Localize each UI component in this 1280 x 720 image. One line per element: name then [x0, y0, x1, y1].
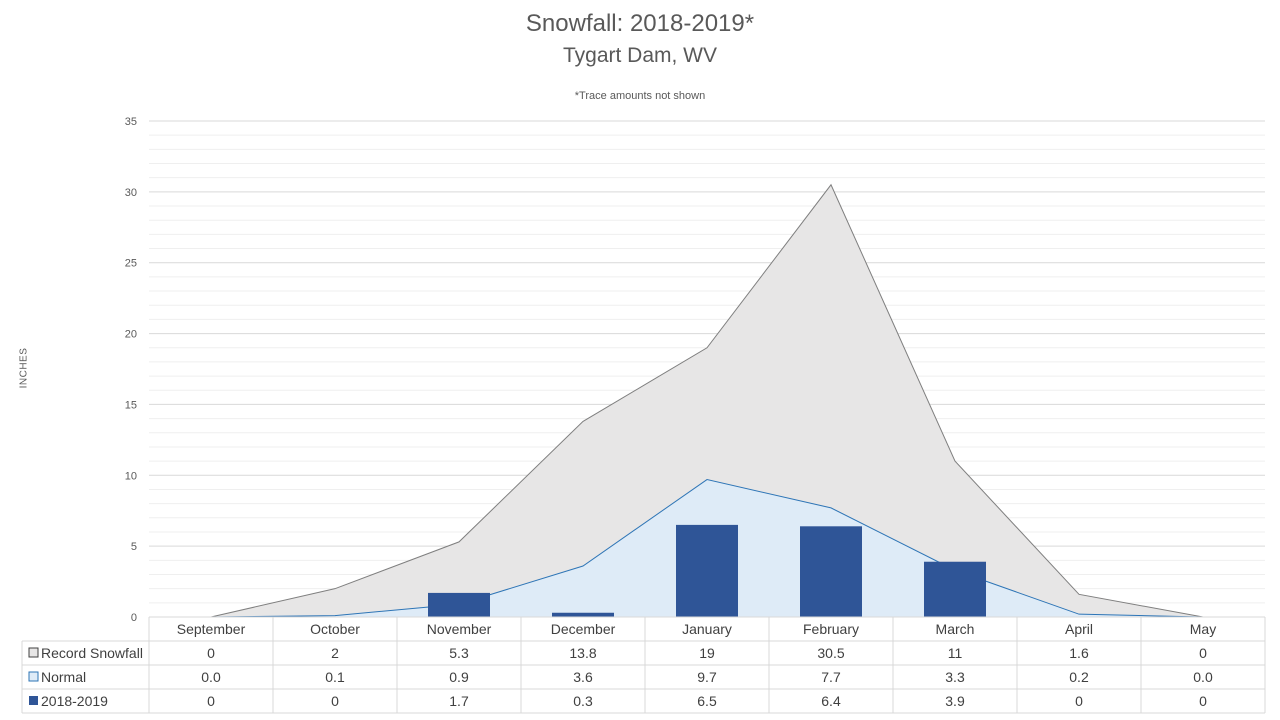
y-tick-label: 30 [125, 187, 137, 199]
table-cell: 0 [1199, 693, 1207, 709]
legend-key [29, 696, 38, 705]
table-cell: 0.0 [1193, 669, 1213, 685]
table-cell: 3.6 [573, 669, 593, 685]
x-tick-label: October [310, 621, 360, 637]
y-tick-label: 25 [125, 258, 137, 270]
legend-key [28, 671, 39, 682]
series-line-record-snowfall [210, 183, 1204, 618]
series-line-normal [210, 479, 1204, 618]
y-tick-label: 5 [131, 541, 137, 553]
bar-2018-2019 [428, 592, 490, 617]
x-tick-label: September [177, 621, 246, 637]
legend-entry: Record Snowfall [41, 645, 143, 661]
y-tick-label: 20 [125, 329, 137, 341]
table-cell: 7.7 [821, 669, 841, 685]
bar-2018-2019 [924, 561, 986, 617]
table-cell: 5.3 [449, 645, 469, 661]
x-tick-label: November [427, 621, 492, 637]
table-cell: 0.9 [449, 669, 469, 685]
x-tick-label: May [1190, 621, 1216, 637]
table-cell: 0.0 [201, 669, 221, 685]
table-cell: 2 [331, 645, 339, 661]
table-cell: 0.2 [1069, 669, 1089, 685]
table-cell: 6.5 [697, 693, 717, 709]
table-cell: 6.4 [821, 693, 841, 709]
table-cell: 9.7 [697, 669, 717, 685]
table-cell: 11 [948, 645, 963, 661]
y-tick-label: 35 [125, 116, 137, 128]
x-tick-label: December [551, 621, 616, 637]
table-cell: 13.8 [569, 645, 596, 661]
table-cell: 1.7 [449, 693, 469, 709]
table-cell: 0 [1075, 693, 1083, 709]
table-cell: 0 [1199, 645, 1207, 661]
y-tick-label: 0 [131, 612, 137, 624]
bar-2018-2019 [676, 524, 738, 617]
chart-title: Snowfall: 2018-2019* [525, 10, 755, 37]
x-tick-label: March [936, 621, 975, 637]
table-cell: 3.3 [945, 669, 965, 685]
table-cell: 0.3 [573, 693, 593, 709]
x-tick-label: February [803, 621, 859, 637]
table-cell: 0 [331, 693, 339, 709]
legend-key [28, 647, 39, 658]
legend-entry: Normal [41, 669, 86, 685]
bar-2018-2019 [800, 526, 862, 617]
table-cell: 0 [207, 645, 215, 661]
bar-2018-2019 [552, 612, 614, 617]
legend-entry: 2018-2019 [41, 693, 108, 709]
y-tick-label: 10 [125, 470, 137, 482]
x-tick-label: April [1065, 621, 1093, 637]
table-cell: 3.9 [945, 693, 965, 709]
table-cell: 30.5 [817, 645, 844, 661]
chart-subtitle: Tygart Dam, WV [562, 44, 718, 67]
area-record-snowfall [211, 184, 1203, 617]
y-tick-label: 15 [125, 399, 137, 411]
x-tick-label: January [682, 621, 732, 637]
table-cell: 0 [207, 693, 215, 709]
chart-note: *Trace amounts not shown [574, 90, 706, 102]
table-cell: 0.1 [325, 669, 345, 685]
table-cell: 1.6 [1069, 645, 1089, 661]
table-cell: 19 [699, 645, 715, 661]
